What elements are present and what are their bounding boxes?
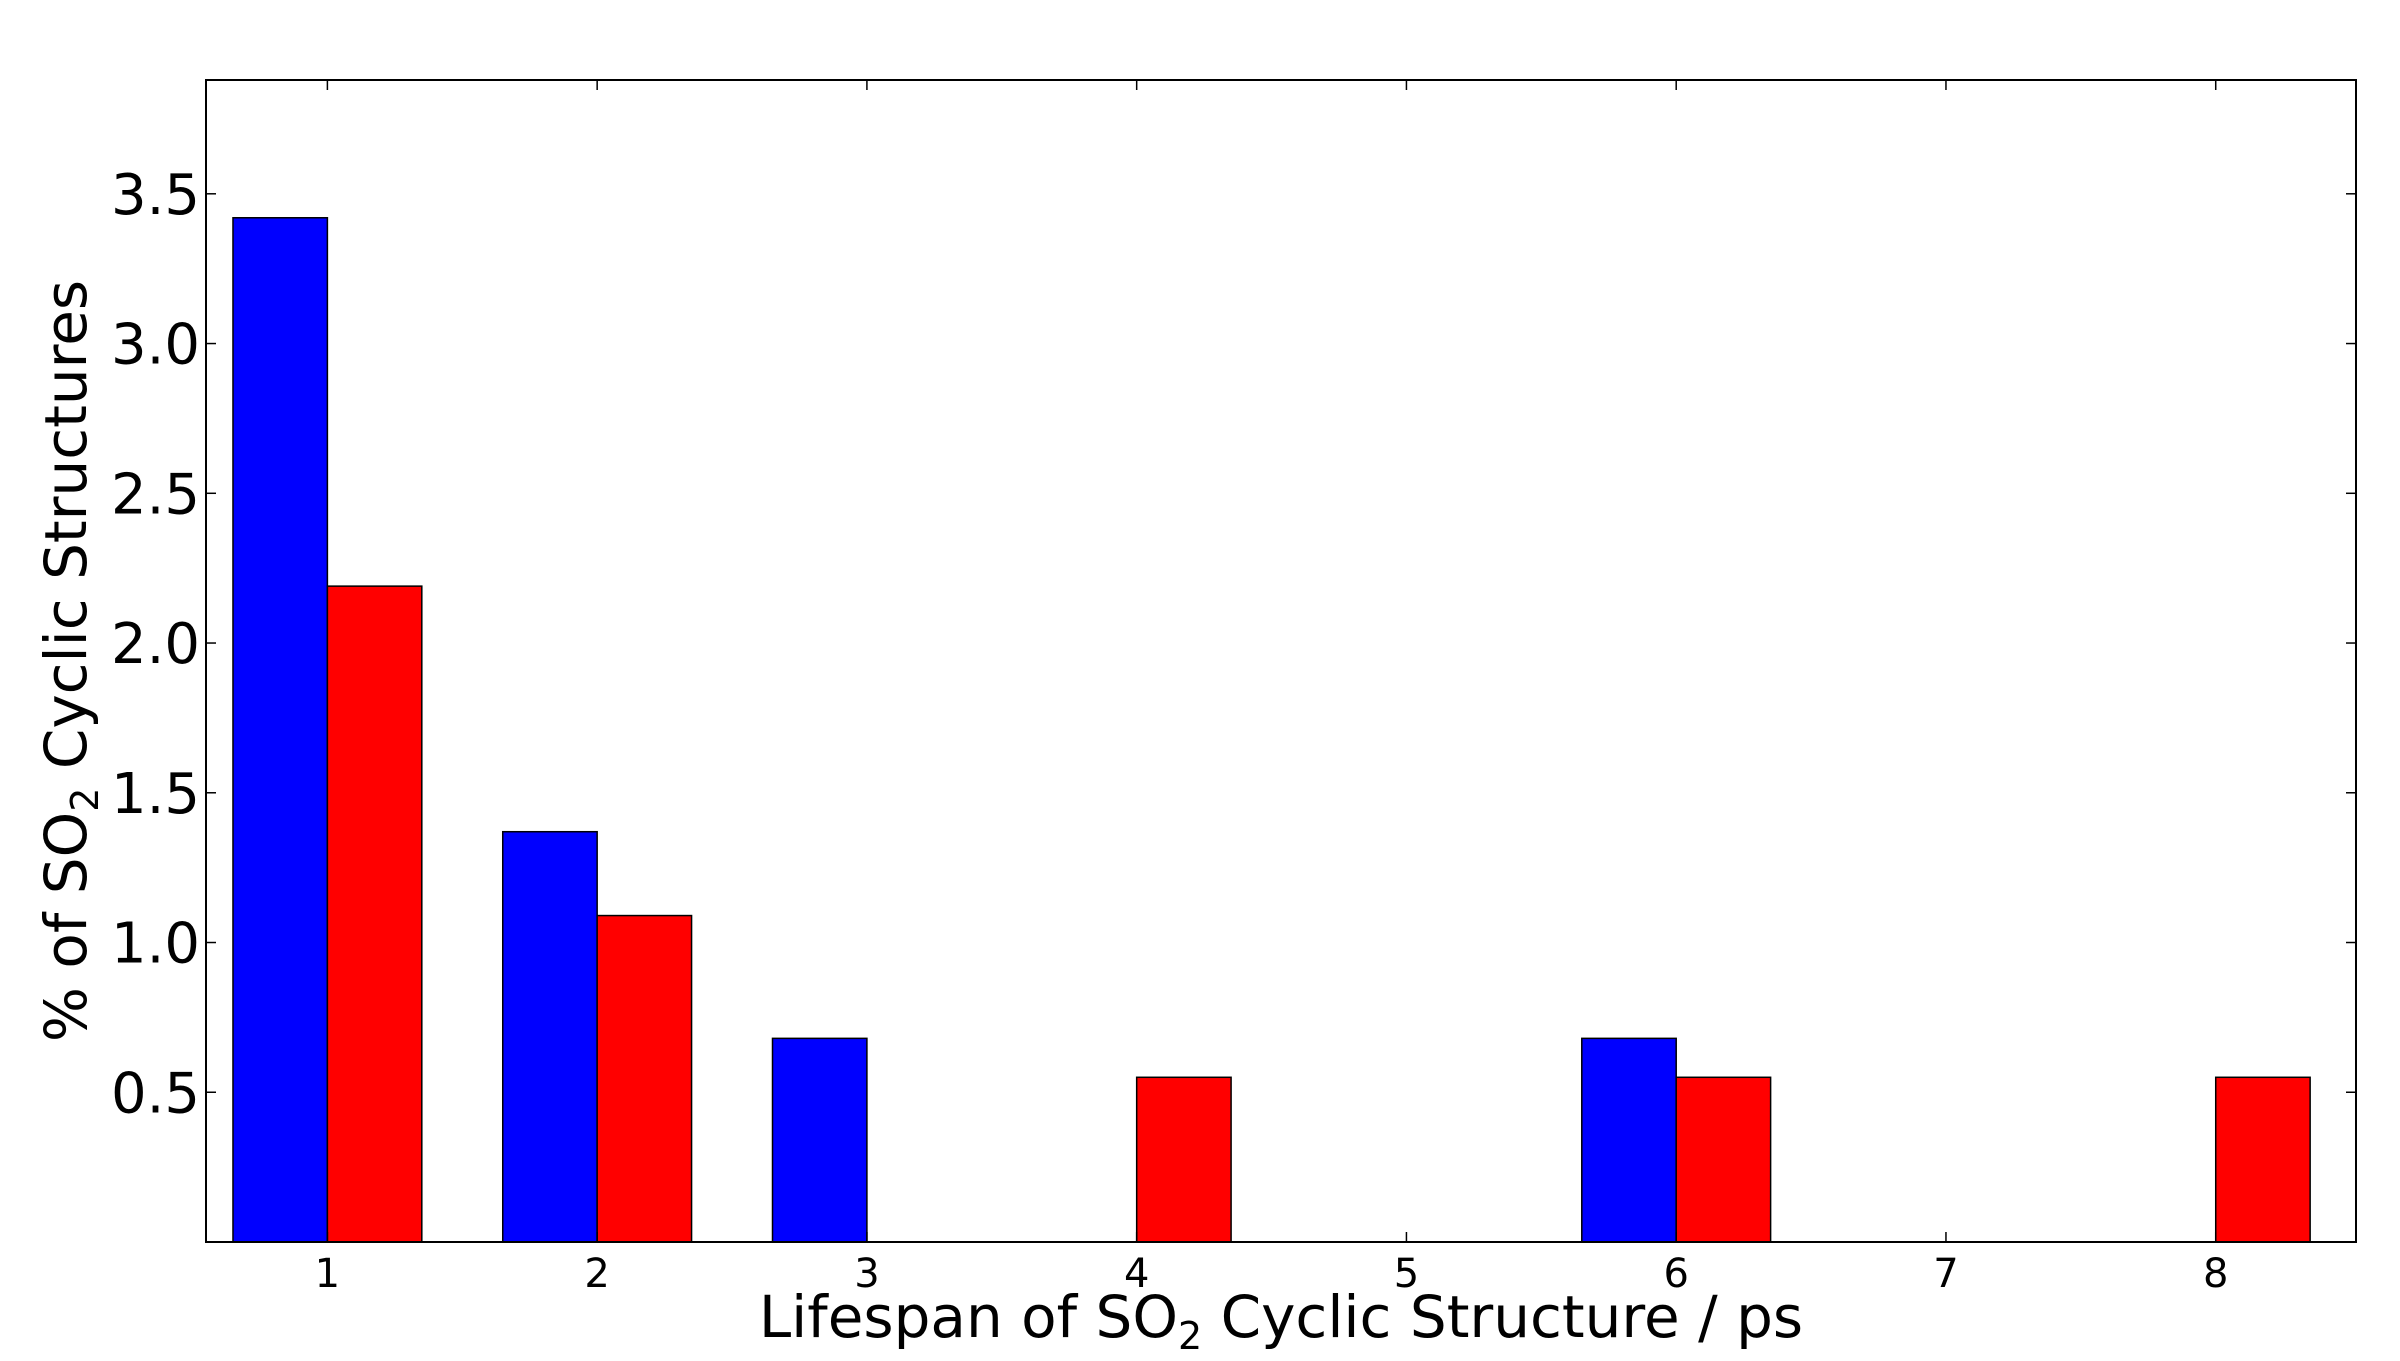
tick-labels: 1 2 3 4 5 6 7 8 0.5 1.0 1.5 2.0 2.5 3.0 3.5: [111, 163, 2229, 1297]
x-axis-title-subscript: 2: [1178, 1314, 1202, 1358]
plot-frame: [205, 79, 2357, 1243]
x-tick-label: 8: [2203, 1251, 2228, 1297]
x-axis-title-prefix: Lifespan of SO: [759, 1283, 1178, 1351]
bar-series1-x3: [771, 1037, 868, 1243]
bar-series1-x2: [501, 830, 598, 1243]
x-axis-title: Lifespan of SO2 Cyclic Structure / ps: [759, 1283, 1803, 1358]
x-axis-title-suffix: Cyclic Structure / ps: [1202, 1283, 1803, 1351]
y-tick-label: 3.0: [111, 313, 200, 378]
y-axis-title-suffix: Cyclic Structures: [32, 280, 100, 788]
y-axis-title-subscript: 2: [63, 788, 107, 812]
y-tick-label: 2.0: [111, 612, 200, 677]
y-tick-label: 1.0: [111, 912, 200, 977]
y-axis-title-prefix: % of SO: [32, 812, 100, 1042]
x-tick-label: 2: [584, 1251, 609, 1297]
x-tick-label: 1: [315, 1251, 340, 1297]
x-tick-label: 5: [1394, 1251, 1419, 1297]
x-tick-label: 4: [1124, 1251, 1149, 1297]
bars: [232, 217, 2311, 1243]
y-axis-title: % of SO2 Cyclic Structures: [32, 280, 107, 1042]
x-tick-label: 7: [1933, 1251, 1958, 1297]
bar-series2-x8: [2214, 1076, 2311, 1243]
bar-series2-x1: [326, 585, 423, 1243]
x-tick-label: 3: [854, 1251, 879, 1297]
bar-series1-x6: [1581, 1037, 1677, 1243]
bar-series2-x6: [1675, 1076, 1772, 1243]
y-tick-label: 2.5: [111, 462, 200, 527]
y-tick-label: 1.5: [111, 762, 200, 827]
y-tick-label: 3.5: [111, 163, 200, 228]
bar-series2-x2: [596, 914, 693, 1243]
bar-series1-x1: [232, 217, 329, 1243]
y-tick-label: 0.5: [111, 1061, 200, 1126]
bar-series2-x4: [1135, 1076, 1232, 1243]
x-tick-label: 6: [1663, 1251, 1688, 1297]
ticks: [206, 80, 2356, 1242]
